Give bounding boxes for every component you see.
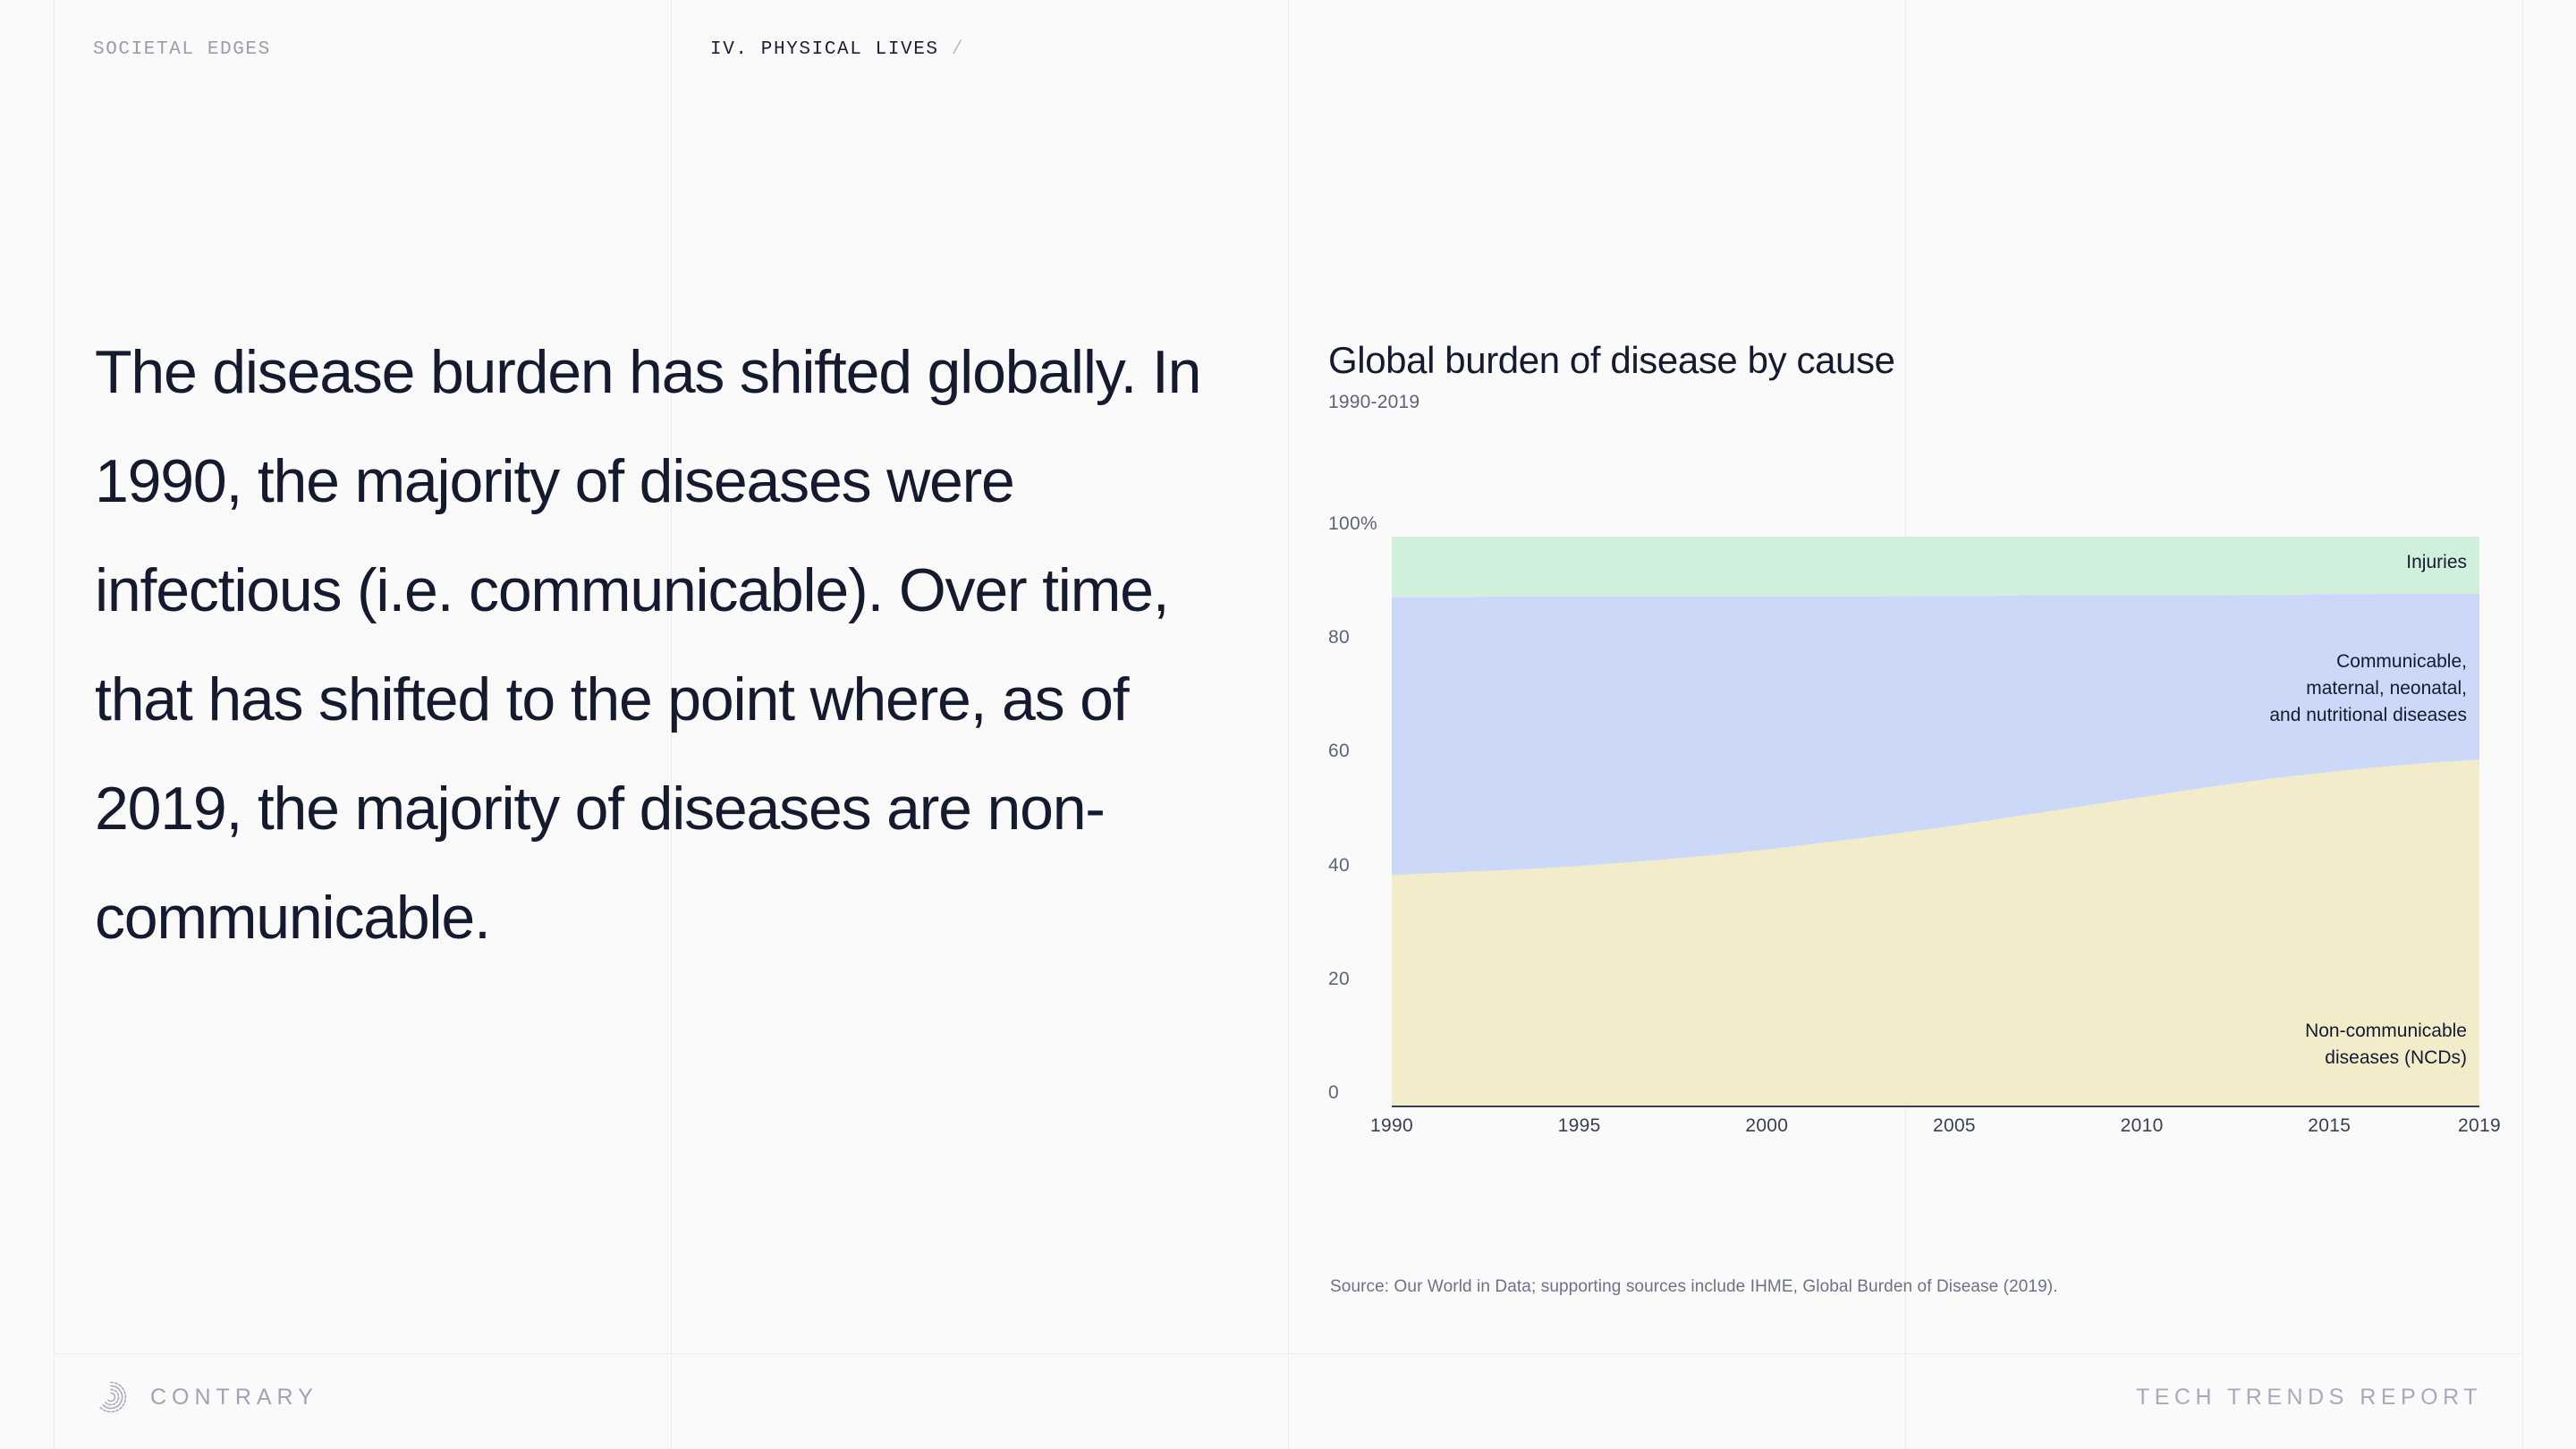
series-label: Communicable, maternal, neonatal, and nu…	[2269, 650, 2467, 725]
y-axis-tick-label: 100%	[1328, 513, 1377, 534]
x-axis-tick-label: 2000	[1745, 1115, 1789, 1136]
stacked-area-plot	[1392, 537, 2479, 1106]
y-axis-tick-label: 20	[1328, 968, 1350, 989]
footer-divider	[54, 1353, 2522, 1354]
chart-source-note: Source: Our World in Data; supporting so…	[1330, 1277, 2058, 1296]
y-axis-tick-label: 40	[1328, 854, 1350, 876]
x-axis-tick-label: 2019	[2458, 1115, 2501, 1136]
chart-title: Global burden of disease by cause	[1328, 339, 1895, 381]
series-label: Non-communicable diseases (NCDs)	[2305, 1021, 2467, 1069]
area-band	[1392, 537, 2479, 597]
area-series-svg	[1392, 537, 2479, 1106]
x-axis-tick-label: 1995	[1557, 1115, 1601, 1136]
column-rule-1	[54, 0, 55, 1449]
header-section-slash: /	[951, 39, 965, 60]
contrary-spiral-logo-icon	[99, 1381, 127, 1413]
y-axis-tick-label: 0	[1328, 1082, 1339, 1103]
chart-heading-block: Global burden of disease by cause 1990-2…	[1328, 339, 2491, 413]
x-axis-tick-label: 2005	[1932, 1115, 1976, 1136]
chart-plot-area: 0 20 40 60 80 100% Non-communicable diseases …	[1328, 505, 2501, 1136]
x-axis-tick-label: 1990	[1370, 1115, 1413, 1136]
chart-subtitle: 1990-2019	[1328, 392, 1420, 413]
column-rule-2	[671, 0, 672, 1449]
series-label: Injuries	[2406, 551, 2467, 572]
column-rule-3	[1288, 0, 1289, 1449]
x-axis-tick-label: 2015	[2308, 1115, 2351, 1136]
column-rule-5	[2522, 0, 2523, 1449]
header-section-label: IV. PHYSICAL LIVES /	[710, 39, 964, 60]
x-axis-tick-label: 2010	[2120, 1115, 2164, 1136]
y-axis-tick-label: 80	[1328, 627, 1350, 648]
header-section-text: IV. PHYSICAL LIVES	[710, 39, 939, 60]
area-band	[1392, 759, 2479, 1106]
y-axis-tick-label: 60	[1328, 741, 1350, 762]
x-axis-line	[1392, 1106, 2479, 1107]
footer-brand: CONTRARY	[93, 1379, 318, 1415]
footer-report-label: TECH TRENDS REPORT	[2135, 1385, 2482, 1410]
contrary-wordmark: CONTRARY	[150, 1384, 318, 1410]
area-band	[1392, 593, 2479, 876]
page-headline: The disease burden has shifted globally.…	[95, 338, 1201, 952]
header-collection-label: SOCIETAL EDGES	[93, 39, 271, 60]
